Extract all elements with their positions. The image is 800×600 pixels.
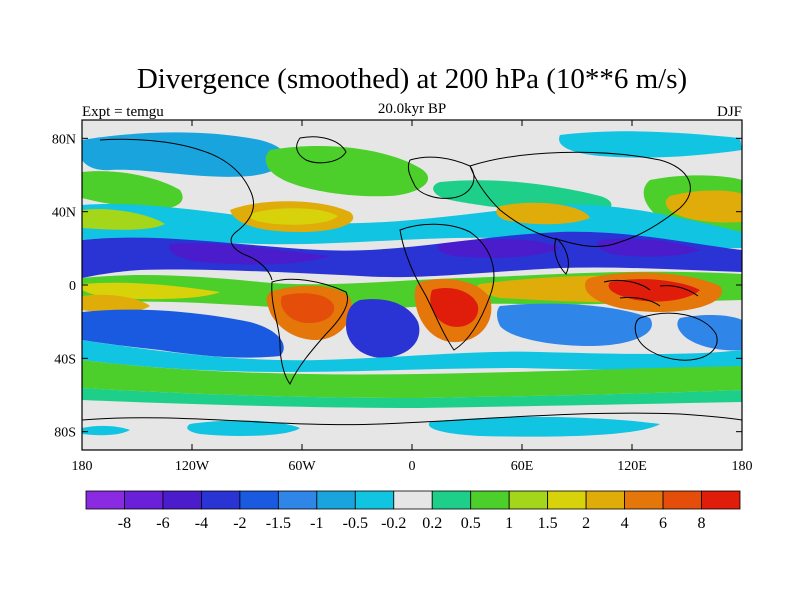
colorbar-label: 6 [659, 515, 667, 532]
south-pacific-blue-band [677, 314, 742, 351]
colorbar-box [470, 490, 510, 510]
colorbar-box [316, 490, 356, 510]
east-pacific-green-lobe [82, 208, 165, 230]
colorbar-box [662, 490, 702, 510]
colorbar-label: -2 [233, 515, 246, 532]
south-atlantic-blue-band [346, 299, 420, 358]
north-pacific-green-band [82, 171, 183, 210]
colorbar-label: -0.2 [381, 515, 406, 532]
coast-india [554, 237, 569, 275]
colorbar-label: -4 [195, 515, 208, 532]
southern-ocean-teal-band [82, 388, 742, 408]
south-cyan-band [82, 340, 742, 372]
north-atlantic-yellow-lobe [249, 208, 338, 225]
x-tick-label: 180 [72, 459, 93, 474]
y-tick-label: 0 [69, 279, 76, 294]
colorbar-box [547, 490, 587, 510]
colorbar-box [508, 490, 549, 510]
coast-south-america [271, 278, 348, 385]
colorbar-box [585, 490, 625, 510]
colorbar-label: 1 [505, 515, 513, 532]
x-tick-label: 120W [175, 459, 210, 474]
south-tropical-blue-band [82, 309, 284, 358]
x-tick-label: 120E [617, 459, 647, 474]
africa-red-center [430, 287, 479, 327]
north-tropical-violet-core [169, 243, 330, 265]
antarctic-cyan-east [428, 416, 660, 437]
colorbar-box [393, 490, 433, 510]
x-tick-label: 60W [288, 459, 316, 474]
colorbar-box [431, 490, 472, 510]
colorbar-box [162, 490, 202, 510]
coast-north-america [99, 138, 273, 281]
y-tick-label: 40S [54, 352, 76, 367]
arctic-blue-band [82, 132, 286, 177]
asia-orange-lobe [496, 202, 590, 225]
north-america-green-band [265, 146, 429, 197]
colorbar-box [277, 490, 318, 510]
latitude-axis: 80N 40N 0 40S 80S [52, 132, 742, 441]
north-tropical-blue-band [82, 231, 742, 278]
arabian-violet-core [437, 239, 560, 258]
colorbar-label: -6 [156, 515, 169, 532]
colorbar-box [624, 490, 664, 510]
period-label: 20.0kyr BP [378, 101, 446, 117]
southern-ocean-green-band [82, 360, 742, 398]
map-panel [82, 120, 742, 450]
maritime-continent-red [608, 279, 700, 302]
experiment-label: Expt = temgu [82, 104, 164, 120]
north-asia-blue-band [559, 131, 742, 158]
colorbar-label: -1 [310, 515, 323, 532]
season-label: DJF [717, 104, 742, 120]
coast-greenland [296, 136, 347, 164]
colorbar-box [701, 490, 741, 510]
colorbar-label: 1.5 [538, 515, 558, 532]
coast-europe [407, 156, 475, 199]
colorbar-label: -8 [118, 515, 131, 532]
coastlines [82, 136, 742, 426]
coast-maritime [603, 279, 699, 307]
colorbar-label: 4 [621, 515, 629, 532]
coast-australia [634, 312, 718, 361]
y-tick-label: 40N [52, 206, 76, 221]
colorbar-box [239, 490, 279, 510]
colorbar-label: -1.5 [266, 515, 291, 532]
figure-title: Divergence (smoothed) at 200 hPa (10**6 … [137, 63, 687, 95]
north-pacific-orange-lobe [665, 190, 742, 223]
colorbar-box [354, 490, 395, 510]
coast-asia [469, 151, 691, 247]
longitude-axis: 180 120W 60W 0 60E 120E 180 [72, 120, 753, 474]
antarctic-cyan-dateline [82, 425, 130, 436]
x-tick-label: 180 [732, 459, 753, 474]
south-pacific-orange [82, 294, 150, 313]
x-tick-label: 0 [409, 459, 416, 474]
colorbar: -8 -6 -4 -2 -1.5 -1 -0.5 -0.2 0.2 0.5 1 1.5 2 4 6 8 [85, 490, 741, 532]
colorbar-box [201, 490, 241, 510]
colorbar-box [124, 490, 164, 510]
y-tick-label: 80S [54, 426, 76, 441]
colorbar-label: 2 [582, 515, 590, 532]
antarctic-cyan-west [187, 420, 300, 436]
coast-antarctica [82, 412, 742, 426]
colorbar-label: 8 [698, 515, 706, 532]
colorbar-label: -0.5 [343, 515, 368, 532]
x-tick-label: 60E [511, 459, 534, 474]
south-indian-blue-band [497, 303, 652, 346]
equatorial-yellow-band [82, 282, 220, 300]
west-pacific-violet-core [597, 238, 700, 257]
y-tick-label: 80N [52, 132, 76, 147]
colorbar-label: 0.2 [422, 515, 442, 532]
colorbar-box [85, 490, 125, 510]
colorbar-label: 0.5 [461, 515, 481, 532]
coast-africa [399, 223, 495, 351]
south-america-red-center [280, 293, 335, 324]
